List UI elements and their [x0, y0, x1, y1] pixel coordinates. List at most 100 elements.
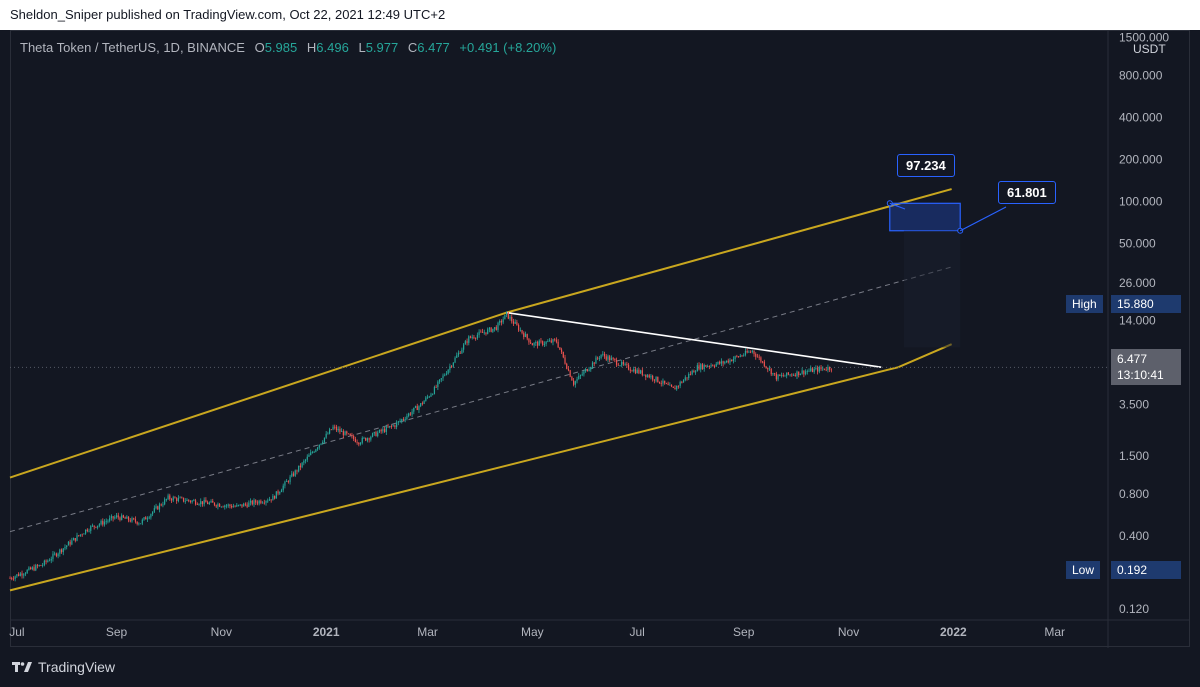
candle-body: [614, 358, 616, 360]
candle-body: [518, 325, 520, 331]
candle: [382, 426, 384, 434]
candle-body: [610, 358, 613, 361]
channel-upper-line: [9, 188, 952, 479]
candle: [796, 370, 798, 379]
candle: [540, 337, 542, 344]
candle: [545, 340, 547, 347]
candle-body: [335, 426, 338, 431]
candle-body: [519, 330, 521, 331]
candle-body: [344, 431, 346, 436]
candle: [57, 552, 59, 559]
candle-body: [638, 369, 640, 374]
candle: [615, 357, 618, 368]
price-chart[interactable]: 1500.000 800.000 400.000 200.000 100.000 50.0…: [0, 30, 1200, 648]
candle: [681, 380, 683, 384]
candle: [645, 374, 647, 381]
candle-body: [485, 332, 487, 334]
current-price-badge: 6.477 13:10:41: [1111, 349, 1181, 385]
tradingview-logo[interactable]: TradingView: [12, 659, 115, 675]
candle: [121, 513, 123, 521]
candle: [74, 537, 76, 543]
candle-body: [387, 426, 389, 428]
candle-body: [260, 500, 262, 504]
candle: [490, 326, 492, 333]
candle-body: [191, 500, 193, 502]
candle: [631, 369, 633, 372]
candle: [265, 500, 267, 506]
candle: [246, 502, 248, 509]
candle-body: [342, 431, 344, 436]
candle: [64, 544, 66, 551]
candle-body: [231, 505, 233, 508]
date-tick-4: Mar: [417, 625, 438, 639]
candle: [531, 342, 533, 346]
candle-body: [136, 521, 138, 524]
candle: [42, 562, 44, 568]
candle: [579, 374, 582, 379]
candle: [122, 514, 125, 519]
candle-body: [122, 515, 125, 518]
candle: [775, 371, 777, 382]
candle-body: [363, 437, 365, 439]
candle-body: [21, 573, 23, 576]
candle-body: [42, 564, 44, 566]
high-marker-value: 15.880: [1111, 295, 1181, 313]
candle: [90, 525, 92, 534]
candle-body: [54, 553, 56, 555]
candle-body: [693, 370, 695, 373]
candle-body: [322, 441, 324, 444]
candle: [286, 479, 288, 482]
candle: [571, 375, 573, 381]
channel-mid-line: [9, 266, 952, 533]
candle-body: [24, 573, 27, 575]
candle-body: [256, 502, 259, 504]
candle-body: [153, 508, 155, 512]
candle-body: [722, 361, 724, 364]
target-upper-label[interactable]: 97.234: [897, 154, 955, 177]
candle: [248, 500, 250, 508]
candle: [28, 566, 30, 571]
candle: [225, 504, 228, 509]
candle: [559, 347, 561, 351]
candle-body: [440, 378, 442, 380]
candle-body: [605, 356, 607, 360]
candle: [507, 312, 509, 320]
candle-body: [298, 465, 300, 472]
candle-body: [629, 369, 631, 371]
candle: [564, 354, 566, 365]
candle: [396, 420, 398, 430]
candle-body: [399, 420, 401, 422]
candle: [66, 545, 68, 550]
candle-body: [457, 352, 460, 356]
candle: [696, 362, 698, 372]
candle-body: [86, 529, 88, 532]
candle-body: [239, 504, 241, 506]
candle: [483, 329, 485, 335]
chart-frame: [10, 30, 1190, 647]
candle-body: [475, 338, 477, 339]
candle-body: [538, 340, 540, 346]
candle: [347, 433, 350, 435]
candle-body: [224, 505, 226, 508]
candle-body: [28, 567, 30, 570]
candle-body: [820, 367, 822, 369]
candle-body: [430, 394, 432, 397]
candle: [466, 338, 468, 346]
candle-body: [81, 534, 83, 536]
target-lower-label[interactable]: 61.801: [998, 181, 1056, 204]
candle: [272, 493, 274, 501]
candle: [634, 366, 637, 375]
candle-body: [600, 354, 602, 359]
candle: [799, 373, 802, 376]
candle: [275, 491, 277, 499]
candle-body: [413, 407, 415, 412]
candle: [804, 369, 807, 376]
candle: [354, 436, 356, 443]
candle-body: [385, 426, 387, 432]
candle: [349, 433, 351, 436]
candle: [117, 512, 119, 520]
candle-body: [127, 516, 130, 521]
candle: [473, 334, 475, 340]
candle-body: [217, 504, 219, 507]
candle: [542, 340, 544, 347]
